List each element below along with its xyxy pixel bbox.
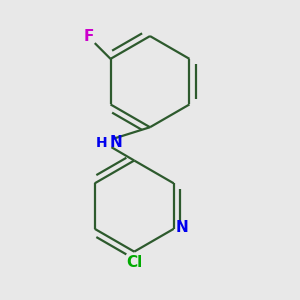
Text: N: N [110,136,122,151]
Text: F: F [83,29,94,44]
Text: N: N [176,220,189,235]
Text: Cl: Cl [126,255,142,270]
Text: H: H [96,136,108,150]
